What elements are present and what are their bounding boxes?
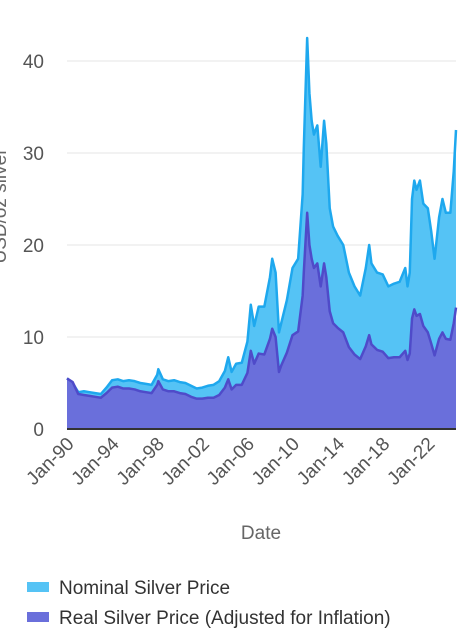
y-axis-ticks: 0 10 20 30 40 bbox=[23, 52, 44, 441]
y-axis-title: USD/oz silver bbox=[0, 148, 11, 264]
plot-area bbox=[66, 36, 458, 429]
series-area-nominal bbox=[67, 38, 456, 429]
x-axis-ticks: Jan-90Jan-94Jan-98Jan-02Jan-06Jan-10Jan-… bbox=[23, 433, 440, 489]
x-axis-title: Date bbox=[241, 523, 281, 544]
y-tick-label: 30 bbox=[23, 144, 44, 165]
x-tick-label: Jan-22 bbox=[383, 434, 439, 490]
legend-label-real: Real Silver Price (Adjusted for Inflatio… bbox=[59, 608, 391, 629]
legend-label-nominal: Nominal Silver Price bbox=[59, 578, 230, 599]
x-tick-label: Jan-98 bbox=[113, 434, 169, 490]
x-tick-label: Jan-18 bbox=[338, 434, 394, 490]
y-tick-label: 20 bbox=[23, 236, 44, 257]
series-line-real bbox=[66, 211, 458, 400]
series-line-nominal bbox=[66, 36, 458, 396]
x-tick-label: Jan-90 bbox=[23, 434, 79, 490]
series-area-real bbox=[67, 212, 456, 429]
x-tick-label: Jan-06 bbox=[203, 434, 259, 490]
legend-swatch-real bbox=[27, 612, 49, 622]
x-tick-label: Jan-02 bbox=[158, 434, 214, 490]
y-tick-label: 0 bbox=[33, 420, 44, 441]
y-tick-label: 10 bbox=[23, 328, 44, 349]
legend-swatch-nominal bbox=[27, 582, 49, 592]
legend: Nominal Silver Price Real Silver Price (… bbox=[27, 578, 391, 629]
y-tick-label: 40 bbox=[23, 52, 44, 73]
x-tick-label: Jan-14 bbox=[293, 433, 349, 489]
x-tick-label: Jan-10 bbox=[248, 434, 304, 490]
x-tick-label: Jan-94 bbox=[68, 433, 124, 489]
